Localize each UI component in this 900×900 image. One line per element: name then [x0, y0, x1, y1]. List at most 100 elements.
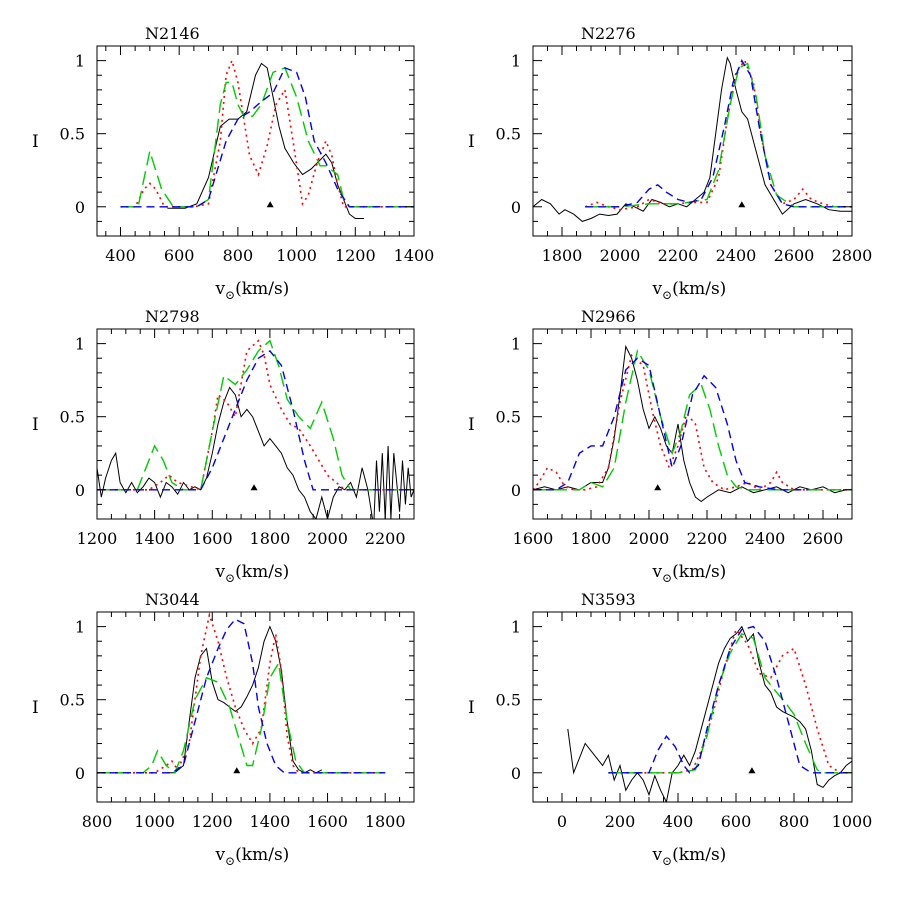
- y-tick-label: 0.5: [496, 125, 521, 144]
- velocity-marker: [654, 484, 662, 491]
- y-tick-label: 1: [511, 618, 521, 637]
- x-tick-label: 1600: [192, 529, 233, 548]
- series-line-dash: [97, 349, 414, 491]
- panel-title: N2276: [581, 24, 636, 43]
- series-line-long-dash: [608, 633, 852, 774]
- velocity-marker: [738, 201, 746, 208]
- x-tick-label: 1400: [250, 812, 291, 831]
- x-axis-label: v⊙(km/s): [652, 562, 727, 585]
- x-tick-label: 2000: [629, 529, 670, 548]
- x-axis-label: v⊙(km/s): [215, 279, 290, 302]
- y-tick-label: 1: [75, 335, 85, 354]
- panel-title: N2966: [581, 307, 636, 326]
- y-tick-label: 0: [511, 481, 521, 500]
- x-tick-label: 1000: [134, 812, 175, 831]
- chart-panel-N3044: 800 1000 1200 1400 1600 1800 0 0.5 1 N3044 Iv⊙(km/…: [32, 590, 415, 868]
- y-tick-label: 0.5: [60, 408, 85, 427]
- x-tick-label: 2600: [803, 529, 844, 548]
- series-line-dash: [608, 625, 852, 774]
- x-tick-label: 1000: [832, 812, 873, 831]
- series-line-dash: [97, 618, 386, 774]
- chart-panel-N2146: 400 600 800 1000 1200 1400 0 0.5 1 N2146 Iv⊙(km/s): [32, 24, 434, 302]
- y-axis-label: I: [468, 415, 475, 435]
- series-line-dotted: [97, 612, 386, 774]
- x-axis-label: v⊙(km/s): [215, 845, 290, 868]
- x-tick-label: 2000: [600, 246, 641, 265]
- x-tick-label: 2200: [365, 529, 406, 548]
- panel-title: N2146: [145, 24, 200, 43]
- series-line-long-dash: [533, 349, 852, 491]
- x-tick-label: 1800: [571, 529, 612, 548]
- y-tick-label: 0.5: [496, 691, 521, 710]
- panel-title: N3593: [581, 590, 636, 609]
- y-axis-label: I: [32, 698, 39, 718]
- series-line-long-dash: [97, 661, 386, 774]
- y-tick-label: 1: [511, 335, 521, 354]
- plot-frame: [96, 45, 415, 237]
- x-tick-label: 2600: [774, 246, 815, 265]
- y-tick-label: 0: [511, 198, 521, 217]
- x-tick-label: 400: [663, 812, 694, 831]
- y-tick-label: 0.5: [60, 691, 85, 710]
- x-tick-label: 0: [557, 812, 567, 831]
- y-axis-label: I: [32, 132, 39, 152]
- y-axis-label: I: [468, 132, 475, 152]
- x-tick-label: 1000: [276, 246, 317, 265]
- x-tick-label: 2400: [745, 529, 786, 548]
- y-tick-label: 0: [75, 198, 85, 217]
- x-tick-label: 1400: [394, 246, 435, 265]
- chart-panel-N2276: 1800 2000 2200 2400 2600 2800 0 0.5 1 N2276 Iv⊙(km…: [468, 24, 872, 302]
- series-line-dotted: [97, 339, 414, 491]
- velocity-marker: [250, 484, 258, 491]
- series-line-solid: [533, 344, 852, 503]
- y-tick-label: 0.5: [496, 408, 521, 427]
- x-tick-label: 1800: [365, 812, 406, 831]
- x-tick-label: 800: [82, 812, 113, 831]
- series-line-long-dash: [120, 67, 414, 208]
- series-line-long-dash: [585, 62, 852, 208]
- y-tick-label: 0: [75, 481, 85, 500]
- series-line-solid: [166, 625, 323, 774]
- x-axis-label: v⊙(km/s): [652, 279, 727, 302]
- velocity-marker: [266, 201, 274, 208]
- x-tick-label: 200: [605, 812, 636, 831]
- series-line-dotted: [120, 58, 414, 208]
- x-tick-label: 800: [223, 246, 254, 265]
- chart-panel-N2798: 1200 1400 1600 1800 2000 2200 0 0.5 1 N2798 Iv⊙(km…: [32, 307, 415, 585]
- series-line-dotted: [584, 58, 852, 211]
- x-tick-label: 400: [105, 246, 136, 265]
- series-line-solid: [567, 625, 852, 802]
- y-tick-label: 1: [75, 618, 85, 637]
- series-line-solid: [533, 56, 852, 222]
- x-tick-label: 2200: [658, 246, 699, 265]
- series-line-dash: [533, 357, 809, 491]
- series-line-dash: [585, 59, 852, 208]
- x-tick-label: 1200: [192, 812, 233, 831]
- x-tick-label: 1600: [307, 812, 348, 831]
- x-tick-label: 1800: [250, 529, 291, 548]
- x-tick-label: 2200: [687, 529, 728, 548]
- series-line-long-dash: [97, 339, 414, 491]
- x-tick-label: 600: [721, 812, 752, 831]
- y-tick-label: 0: [511, 764, 521, 783]
- x-tick-label: 1800: [542, 246, 583, 265]
- series-line-solid: [167, 62, 365, 219]
- series-line-dotted: [608, 627, 852, 774]
- x-tick-label: 600: [164, 246, 195, 265]
- panel-title: N3044: [145, 590, 200, 609]
- velocity-marker: [748, 767, 756, 774]
- x-tick-label: 1400: [134, 529, 175, 548]
- x-tick-label: 1200: [77, 529, 118, 548]
- x-tick-label: 800: [779, 812, 810, 831]
- x-tick-label: 1600: [513, 529, 554, 548]
- x-tick-label: 2800: [832, 246, 873, 265]
- y-axis-label: I: [468, 698, 475, 718]
- chart-panel-N2966: 1600 1800 2000 2200 2400 2600 0 0.5 1 N2966 Iv⊙(km…: [468, 307, 853, 585]
- chart-panel-N3593: 0 200 400 600 800 1000 0 0.5 1 N3593 Iv⊙(km/s): [468, 590, 872, 868]
- x-tick-label: 2400: [716, 246, 757, 265]
- series-line-dotted: [533, 353, 852, 491]
- velocity-marker: [233, 767, 241, 774]
- x-tick-label: 2000: [307, 529, 348, 548]
- y-tick-label: 1: [75, 52, 85, 71]
